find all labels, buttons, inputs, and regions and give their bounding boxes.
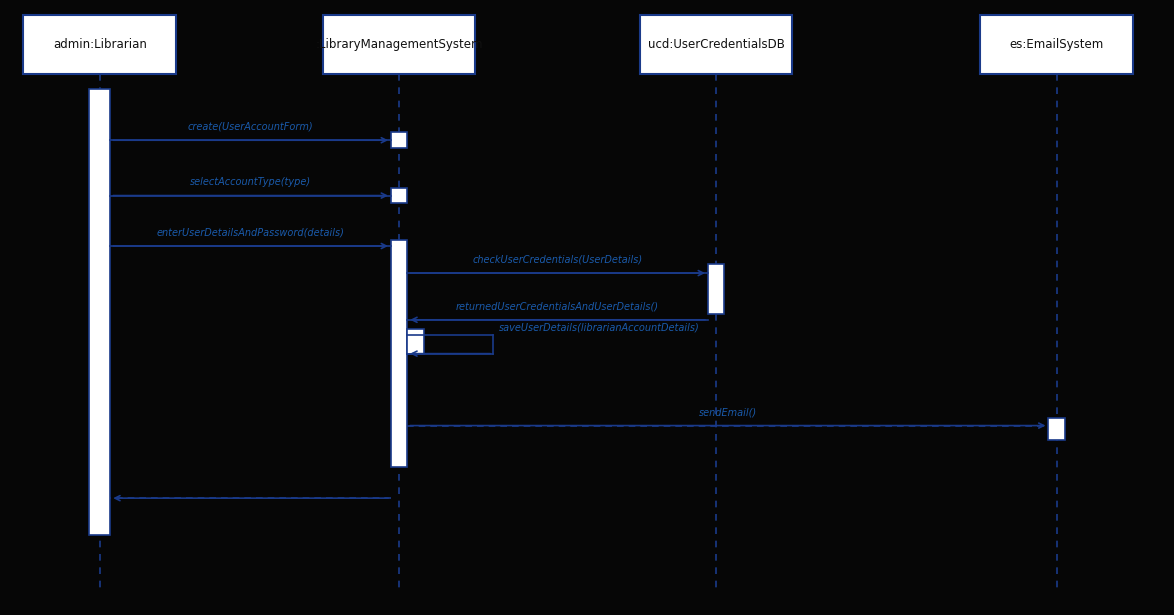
FancyBboxPatch shape [391,240,407,467]
FancyBboxPatch shape [980,15,1133,74]
Text: create(UserAccountForm): create(UserAccountForm) [188,122,313,132]
Text: :LibraryManagementSystem: :LibraryManagementSystem [316,38,483,51]
Text: ucd:UserCredentialsDB: ucd:UserCredentialsDB [648,38,784,51]
Text: selectAccountType(type): selectAccountType(type) [190,177,311,187]
Text: sendEmail(): sendEmail() [699,407,757,417]
FancyBboxPatch shape [640,15,792,74]
FancyBboxPatch shape [89,89,110,535]
FancyBboxPatch shape [391,188,407,203]
FancyBboxPatch shape [407,329,424,354]
Text: checkUserCredentials(UserDetails): checkUserCredentials(UserDetails) [473,255,642,264]
Text: admin:Librarian: admin:Librarian [53,38,147,51]
Text: enterUserDetailsAndPassword(details): enterUserDetailsAndPassword(details) [156,228,345,237]
Text: returnedUserCredentialsAndUserDetails(): returnedUserCredentialsAndUserDetails() [457,301,659,311]
FancyBboxPatch shape [391,132,407,148]
FancyBboxPatch shape [708,264,724,314]
Text: es:EmailSystem: es:EmailSystem [1010,38,1104,51]
FancyBboxPatch shape [1048,418,1065,440]
Text: saveUserDetails(librarianAccountDetails): saveUserDetails(librarianAccountDetails) [499,323,700,333]
FancyBboxPatch shape [23,15,176,74]
FancyBboxPatch shape [323,15,475,74]
